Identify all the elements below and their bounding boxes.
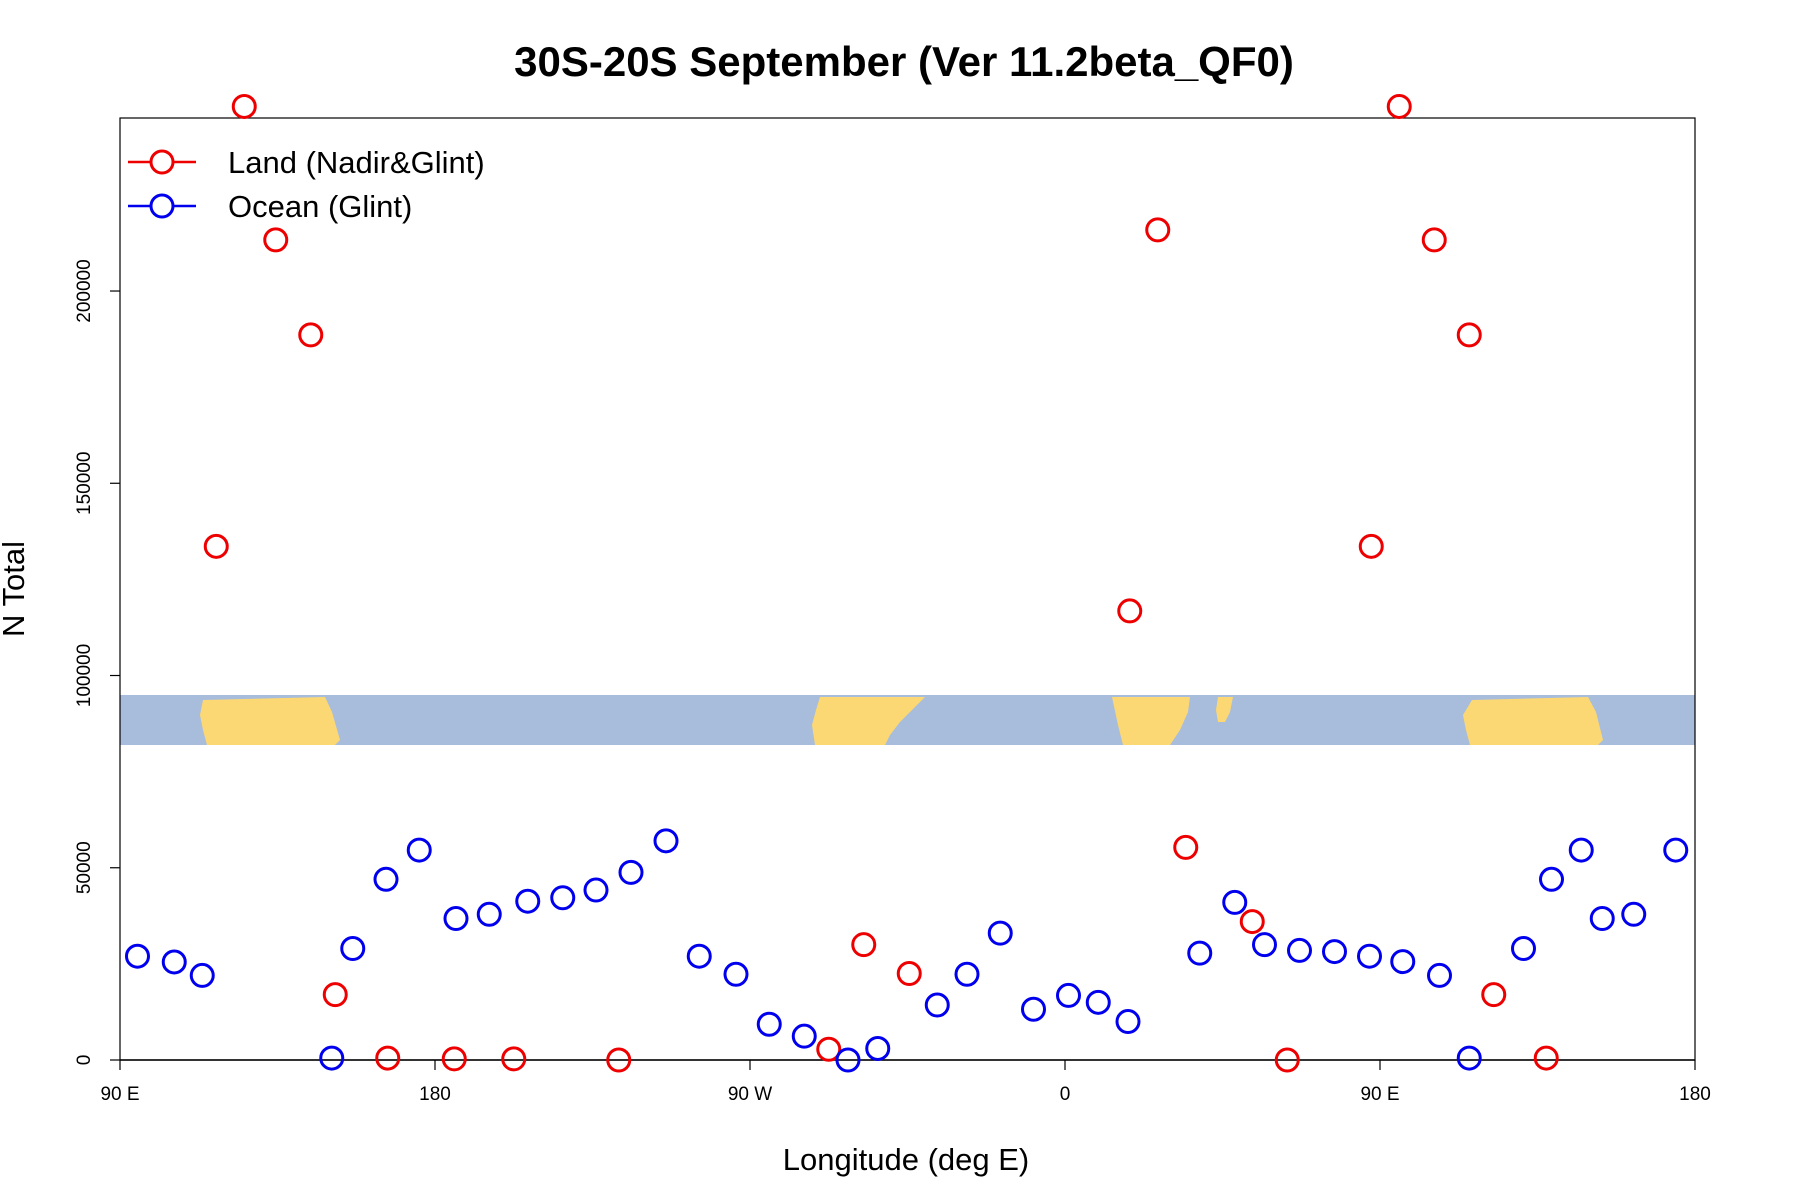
data-point-land bbox=[1239, 909, 1265, 935]
data-point-ocean bbox=[1085, 989, 1111, 1015]
data-point-land bbox=[298, 322, 324, 348]
y-tick-label: 50000 bbox=[74, 841, 95, 894]
data-point-land bbox=[816, 1036, 842, 1062]
y-axis: 0 50000 100000 150000 200000 bbox=[74, 259, 120, 1065]
data-point-land bbox=[606, 1047, 632, 1073]
data-point-ocean bbox=[1390, 949, 1416, 975]
y-tick-label: 0 bbox=[74, 1055, 95, 1066]
data-point-ocean bbox=[1621, 901, 1647, 927]
data-point-land bbox=[1358, 533, 1384, 559]
map-land-madagascar bbox=[1216, 697, 1233, 722]
data-point-ocean bbox=[1589, 906, 1615, 932]
y-axis-label: N Total bbox=[0, 541, 31, 637]
data-point-land bbox=[1274, 1047, 1300, 1073]
data-point-ocean bbox=[583, 877, 609, 903]
map-land-australia bbox=[200, 697, 340, 745]
data-point-ocean bbox=[515, 888, 541, 914]
data-point-land bbox=[501, 1046, 527, 1072]
data-point-land bbox=[322, 982, 348, 1008]
data-point-ocean bbox=[686, 943, 712, 969]
data-point-ocean bbox=[161, 949, 187, 975]
data-point-ocean bbox=[319, 1045, 345, 1071]
data-point-land bbox=[1481, 982, 1507, 1008]
data-point-ocean bbox=[756, 1011, 782, 1037]
x-tick-label: 180 bbox=[1679, 1084, 1711, 1105]
x-tick-label: 90 E bbox=[100, 1084, 139, 1105]
y-tick-label: 100000 bbox=[74, 644, 95, 707]
data-point-ocean bbox=[1539, 866, 1564, 892]
data-point-land bbox=[1386, 93, 1412, 119]
data-point-ocean bbox=[987, 920, 1013, 946]
data-point-ocean bbox=[443, 906, 469, 932]
data-point-ocean bbox=[1663, 837, 1689, 863]
data-point-ocean bbox=[954, 961, 980, 987]
x-tick-label: 90 E bbox=[1360, 1084, 1399, 1105]
data-point-ocean bbox=[924, 992, 950, 1018]
data-point-land bbox=[203, 533, 229, 559]
data-point-ocean bbox=[723, 961, 749, 987]
data-point-ocean bbox=[373, 866, 399, 892]
data-point-land bbox=[1421, 227, 1447, 253]
chart-title: 30S-20S September (Ver 11.2beta_QF0) bbox=[514, 38, 1294, 85]
data-point-ocean bbox=[835, 1047, 861, 1073]
data-point-land bbox=[1533, 1045, 1559, 1071]
data-point-land bbox=[851, 932, 877, 958]
data-point-ocean bbox=[653, 828, 679, 854]
data-point-ocean bbox=[1456, 1045, 1482, 1071]
data-point-ocean bbox=[1568, 837, 1594, 863]
map-band bbox=[120, 695, 1695, 745]
legend-label-ocean: Ocean (Glint) bbox=[228, 189, 412, 224]
data-point-ocean bbox=[865, 1035, 891, 1061]
data-point-ocean bbox=[1252, 932, 1277, 958]
y-tick-label: 150000 bbox=[74, 452, 95, 515]
data-point-ocean bbox=[1357, 943, 1382, 969]
x-tick-label: 0 bbox=[1060, 1084, 1071, 1105]
map-land-australia-repeat bbox=[1463, 697, 1603, 745]
legend-label-land: Land (Nadir&Glint) bbox=[228, 145, 485, 180]
data-point-ocean bbox=[189, 962, 215, 988]
data-point-ocean bbox=[791, 1023, 817, 1049]
plot-frame bbox=[119, 117, 1696, 1061]
data-point-land bbox=[1145, 217, 1171, 243]
data-point-ocean bbox=[125, 943, 150, 969]
map-land-south-america bbox=[812, 697, 925, 745]
x-tick-label: 90 W bbox=[728, 1084, 772, 1105]
data-point-ocean bbox=[476, 901, 502, 927]
legend: Land (Nadir&Glint) Ocean (Glint) bbox=[128, 145, 485, 224]
data-point-land bbox=[263, 227, 289, 253]
data-point-land bbox=[375, 1045, 401, 1071]
data-point-ocean bbox=[1187, 940, 1213, 966]
data-point-ocean bbox=[1287, 937, 1312, 963]
x-tick-label: 180 bbox=[419, 1084, 451, 1105]
data-point-ocean bbox=[618, 859, 644, 885]
data-point-land bbox=[896, 960, 922, 986]
data-point-land bbox=[1117, 598, 1143, 624]
data-points bbox=[125, 93, 1689, 1073]
data-point-land bbox=[1173, 834, 1199, 860]
data-point-ocean bbox=[1056, 982, 1081, 1008]
data-point-land bbox=[441, 1046, 467, 1072]
data-point-ocean bbox=[1222, 889, 1248, 915]
data-point-land bbox=[231, 93, 257, 119]
data-point-ocean bbox=[1511, 935, 1536, 961]
y-tick-label: 200000 bbox=[74, 259, 95, 322]
data-point-land bbox=[1456, 322, 1482, 348]
data-point-ocean bbox=[550, 885, 576, 911]
map-land-africa bbox=[1112, 697, 1190, 745]
data-point-ocean bbox=[406, 837, 432, 863]
data-point-ocean bbox=[340, 935, 366, 961]
legend-marker-land bbox=[149, 149, 175, 175]
data-point-ocean bbox=[1427, 962, 1452, 988]
data-point-ocean bbox=[1115, 1009, 1141, 1035]
x-axis-label: Longitude (deg E) bbox=[783, 1142, 1029, 1177]
data-point-ocean bbox=[1322, 939, 1347, 965]
data-point-ocean bbox=[1021, 996, 1046, 1022]
legend-marker-ocean bbox=[149, 193, 175, 219]
x-axis: 90 E 180 90 W 0 90 E 180 bbox=[100, 1060, 1711, 1105]
